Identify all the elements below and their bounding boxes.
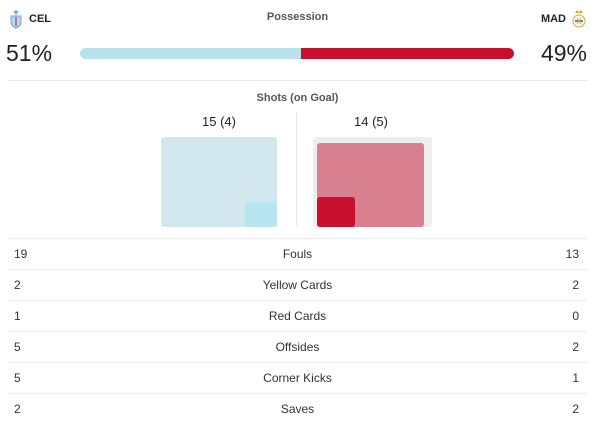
away-team-abbr: MAD bbox=[540, 13, 566, 25]
stat-row: 2 Saves 2 bbox=[8, 393, 587, 424]
celta-crest-icon bbox=[10, 10, 22, 29]
shots-separator bbox=[296, 112, 297, 226]
stat-row: 5 Corner Kicks 1 bbox=[8, 362, 587, 393]
home-shots: 15 (4) bbox=[202, 114, 236, 129]
home-possession: 51% bbox=[6, 40, 53, 66]
stat-row: 5 Offsides 2 bbox=[8, 331, 587, 362]
stat-away-value: 13 bbox=[565, 247, 579, 261]
stats-table: 19 Fouls 13 2 Yellow Cards 2 1 Red Cards 0 5 Offsi… bbox=[8, 238, 587, 424]
stat-name: Yellow Cards bbox=[262, 278, 333, 292]
stat-name: Fouls bbox=[282, 247, 313, 261]
stat-home-value: 2 bbox=[14, 402, 21, 416]
stat-name: Red Cards bbox=[268, 309, 327, 323]
possession-bar-away bbox=[301, 48, 514, 59]
home-shots-on-goal-box bbox=[245, 202, 277, 227]
stat-name: Saves bbox=[280, 402, 315, 416]
stat-home-value: 5 bbox=[14, 371, 21, 385]
stat-name: Offsides bbox=[275, 340, 320, 354]
possession-bar bbox=[80, 48, 514, 59]
stat-away-value: 1 bbox=[572, 371, 579, 385]
possession-title: Possession bbox=[266, 11, 329, 23]
away-team[interactable]: MAD bbox=[541, 9, 586, 29]
stat-away-value: 2 bbox=[572, 278, 579, 292]
stat-row: 19 Fouls 13 bbox=[8, 238, 587, 269]
stat-name: Corner Kicks bbox=[263, 371, 332, 385]
stat-row: 2 Yellow Cards 2 bbox=[8, 269, 587, 300]
stat-home-value: 5 bbox=[14, 340, 21, 354]
away-possession: 49% bbox=[540, 40, 587, 66]
stat-home-value: 19 bbox=[14, 247, 28, 261]
stat-away-value: 2 bbox=[572, 402, 579, 416]
stat-home-value: 2 bbox=[14, 278, 21, 292]
stat-away-value: 2 bbox=[572, 340, 579, 354]
real-madrid-crest-icon bbox=[572, 10, 586, 28]
possession-bar-home bbox=[80, 48, 302, 59]
home-team[interactable]: CEL bbox=[9, 9, 51, 29]
home-team-abbr: CEL bbox=[29, 13, 51, 25]
stat-row: 1 Red Cards 0 bbox=[8, 300, 587, 331]
away-shots-on-goal-box bbox=[317, 197, 355, 227]
shots-title: Shots (on Goal) bbox=[256, 92, 339, 104]
stat-away-value: 0 bbox=[572, 309, 579, 323]
away-shots: 14 (5) bbox=[354, 114, 388, 129]
divider bbox=[8, 80, 587, 81]
stat-home-value: 1 bbox=[14, 309, 21, 323]
